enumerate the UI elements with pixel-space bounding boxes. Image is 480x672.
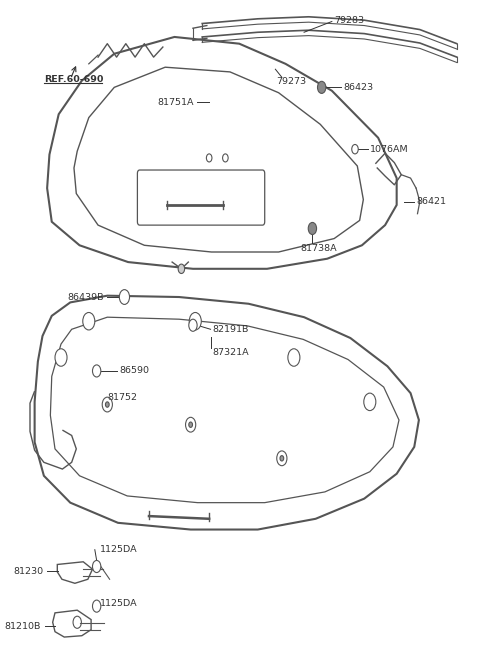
Text: 1125DA: 1125DA — [99, 599, 137, 608]
Text: 1125DA: 1125DA — [99, 545, 137, 554]
Circle shape — [120, 290, 130, 304]
Circle shape — [189, 312, 201, 330]
Circle shape — [308, 222, 317, 235]
Circle shape — [317, 81, 326, 93]
Circle shape — [83, 312, 95, 330]
Text: 82191B: 82191B — [213, 325, 249, 334]
Text: 81210B: 81210B — [5, 622, 41, 631]
Circle shape — [364, 393, 376, 411]
Text: REF.60-690: REF.60-690 — [44, 75, 103, 84]
Circle shape — [280, 456, 284, 461]
Circle shape — [106, 402, 109, 407]
Text: 81230: 81230 — [14, 566, 44, 576]
Text: 79273: 79273 — [276, 77, 306, 87]
Text: 81752: 81752 — [108, 393, 137, 403]
Text: 79283: 79283 — [334, 15, 364, 25]
Text: 86421: 86421 — [416, 197, 446, 206]
Text: 81751A: 81751A — [157, 97, 194, 107]
Circle shape — [189, 422, 192, 427]
Circle shape — [93, 365, 101, 377]
Circle shape — [189, 319, 197, 331]
Circle shape — [178, 264, 185, 274]
Text: 86590: 86590 — [119, 366, 149, 376]
Text: 86423: 86423 — [343, 83, 373, 92]
Text: 87321A: 87321A — [213, 347, 249, 357]
Circle shape — [288, 349, 300, 366]
Text: 1076AM: 1076AM — [370, 144, 408, 154]
Text: 81738A: 81738A — [300, 244, 337, 253]
Circle shape — [93, 600, 101, 612]
Circle shape — [93, 560, 101, 573]
Text: 86439B: 86439B — [68, 292, 104, 302]
Circle shape — [55, 349, 67, 366]
